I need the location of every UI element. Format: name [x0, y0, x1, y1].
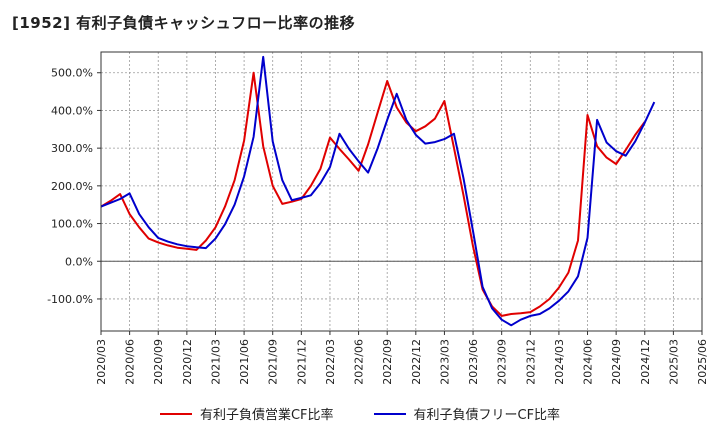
x-tick-label: 2020/06 [124, 339, 137, 385]
x-tick-label: 2020/12 [181, 339, 194, 385]
plot-border [100, 51, 703, 332]
x-tick-label: 2021/09 [267, 339, 280, 385]
x-tick-label: 2022/09 [381, 339, 394, 385]
y-tick-label: 400.0% [51, 104, 93, 117]
legend-label-1: 有利子負債フリーCF比率 [413, 408, 561, 423]
y-tick-label: 200.0% [51, 180, 93, 193]
series-line-1 [100, 55, 656, 327]
y-tick-label: 300.0% [51, 142, 93, 155]
x-tick-label: 2025/03 [667, 339, 680, 385]
x-tick-label: 2021/03 [209, 339, 222, 385]
legend-swatch-red [159, 412, 192, 415]
x-tick-label: 2025/06 [696, 339, 709, 385]
x-tick-label: 2024/09 [610, 339, 623, 385]
x-tick-label: 2021/12 [295, 339, 308, 385]
plot-area [100, 51, 703, 332]
y-tick-label: 500.0% [51, 67, 93, 80]
x-tick-label: 2020/03 [95, 339, 108, 385]
x-tick-label: 2024/12 [639, 339, 652, 385]
x-tick-label: 2023/03 [438, 339, 451, 385]
x-tick-label: 2021/06 [238, 339, 251, 385]
legend: 有利子負債営業CF比率 有利子負債フリーCF比率 [0, 404, 720, 423]
legend-swatch-blue [373, 412, 406, 415]
x-tick-label: 2024/06 [582, 339, 595, 385]
x-tick-label: 2023/12 [524, 339, 537, 385]
y-tick-label: 100.0% [51, 218, 93, 231]
x-tick-label: 2022/12 [410, 339, 423, 385]
x-tick-label: 2020/09 [152, 339, 165, 385]
x-tick-label: 2023/06 [467, 339, 480, 385]
line-chart: 2020/03 2020/06 2020/09 2020/12 2021/03 2021/… [47, 51, 709, 385]
legend-item-0: 有利子負債営業CF比率 [159, 404, 334, 423]
x-tick-label: 2023/09 [496, 339, 509, 385]
y-tick-label: -100.0% [47, 293, 93, 306]
y-tick-label: 0.0% [65, 255, 93, 268]
x-tick-label: 2022/03 [324, 339, 337, 385]
series-line-0 [100, 71, 646, 317]
chart-title: [1952] 有利子負債キャッシュフロー比率の推移 [12, 14, 356, 32]
legend-item-1: 有利子負債フリーCF比率 [373, 404, 561, 423]
x-tick-label: 2024/03 [553, 339, 566, 385]
x-tick-label: 2022/06 [353, 339, 366, 385]
legend-label-0: 有利子負債営業CF比率 [199, 408, 334, 423]
